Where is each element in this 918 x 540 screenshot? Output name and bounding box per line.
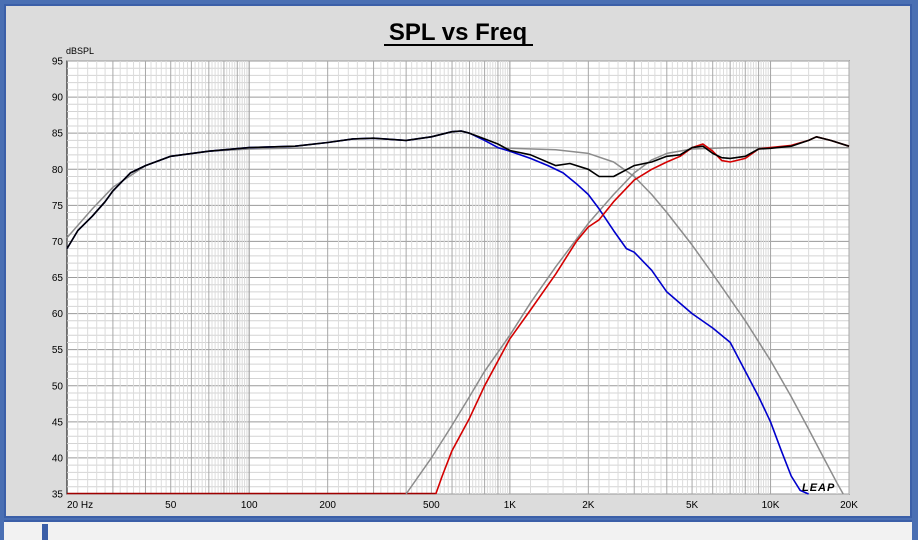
x-tick-label: 100	[241, 500, 258, 511]
x-tick-label: 5K	[686, 500, 699, 511]
x-tick-label: 200	[319, 500, 336, 511]
y-tick-label: 85	[52, 129, 64, 140]
x-tick-labels: 20 Hz 50 100 200 500 1K 2K 5K 10K 20K	[67, 500, 858, 511]
y-tick-label: 70	[52, 237, 64, 248]
y-tick-label: 65	[52, 273, 64, 284]
x-tick-label: 20K	[840, 500, 858, 511]
x-tick-label: 20 Hz	[67, 500, 93, 511]
y-tick-labels: 35 40 45 50 55 60 65 70 75 80 85 90 95	[52, 57, 64, 501]
y-tick-label: 75	[52, 201, 64, 212]
y-tick-label: 50	[52, 381, 64, 392]
series-group	[66, 130, 850, 495]
x-tick-label: 1K	[504, 500, 517, 511]
y-tick-label: 45	[52, 417, 64, 428]
chart-title: SPL vs Freq	[389, 19, 527, 46]
y-axis-label: dBSPL	[66, 46, 94, 56]
x-tick-label: 10K	[762, 500, 780, 511]
highpass-target-line	[405, 146, 849, 495]
y-tick-label: 60	[52, 309, 64, 320]
y-tick-label: 80	[52, 165, 64, 176]
strip-marker	[42, 524, 48, 540]
y-tick-label: 35	[52, 490, 64, 501]
summed-response-line	[66, 130, 850, 250]
x-tick-label: 2K	[582, 500, 595, 511]
y-tick-label: 90	[52, 93, 64, 104]
x-tick-label: 50	[165, 500, 177, 511]
x-tick-label: 500	[423, 500, 440, 511]
grid-lines	[67, 60, 850, 495]
leap-logo: LEAP	[802, 482, 835, 494]
y-tick-label: 95	[52, 57, 64, 68]
status-strip	[4, 520, 912, 540]
y-tick-label: 55	[52, 345, 64, 356]
y-tick-label: 40	[52, 453, 64, 464]
